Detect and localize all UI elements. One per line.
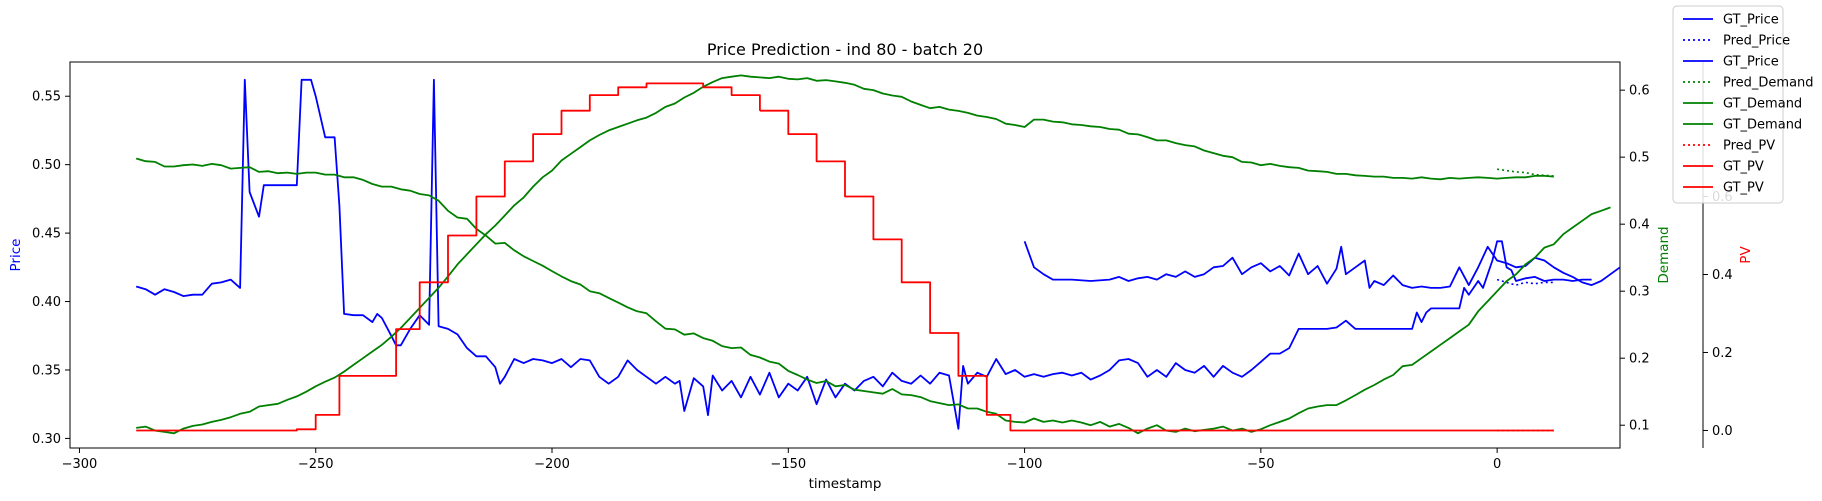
series-layer [135, 74, 1620, 435]
demand-tick-label: 0.4 [1629, 218, 1650, 233]
demand-axis-label: Demand [1656, 226, 1672, 283]
legend-box [1672, 5, 1784, 204]
pv-tick-label: 0.4 [1712, 268, 1733, 283]
legend-label: Pred_Demand [1723, 76, 1814, 91]
legend-label: Pred_Price [1723, 34, 1790, 49]
legend: GT_Price Pred_Price GT_Price Pred_Demand GT_… [1672, 5, 1814, 204]
price-tick-label: 0.55 [32, 90, 61, 105]
demand-tick-label: 0.5 [1629, 151, 1650, 166]
price-tick-label: 0.35 [32, 363, 61, 378]
plot-area [69, 61, 1621, 449]
price-tick-label: 0.30 [32, 432, 61, 447]
series-line-gt-price-2 [1023, 240, 1620, 289]
legend-label: GT_Demand [1723, 97, 1802, 112]
demand-tick-label: 0.2 [1629, 352, 1650, 367]
demand-tick-label: 0.1 [1629, 419, 1650, 434]
x-tick-label: −300 [62, 457, 98, 472]
price-tick-label: 0.45 [32, 227, 61, 242]
legend-label: GT_Demand [1723, 118, 1802, 133]
legend-label: GT_PV [1723, 181, 1764, 196]
axes-layer: −300 −250 −200 −150 −100 −50 0 0.30 0.35 0.40 0.45… [8, 62, 1754, 472]
x-tick-label: 0 [1493, 457, 1501, 472]
chart-title: Price Prediction - ind 80 - batch 20 [707, 40, 983, 59]
series-line-gt-price-0 [135, 78, 1592, 430]
legend-label: GT_PV [1723, 160, 1764, 175]
series-line-gt-demand-4 [135, 157, 1611, 435]
x-tick-label: −250 [298, 457, 334, 472]
demand-tick-label: 0.6 [1629, 84, 1650, 99]
price-tick-label: 0.40 [32, 295, 61, 310]
price-tick-label: 0.50 [32, 158, 61, 173]
series-line-gt-demand-5 [136, 74, 1554, 435]
x-tick-label: −50 [1247, 457, 1274, 472]
x-axis-label: timestamp [809, 476, 882, 492]
plot-border [69, 61, 1621, 449]
legend-label: Pred_PV [1723, 139, 1775, 154]
legend-label: GT_Price [1723, 13, 1779, 28]
x-tick-label: −100 [1007, 457, 1043, 472]
x-tick-label: −200 [534, 457, 570, 472]
demand-tick-label: 0.3 [1629, 285, 1650, 300]
pv-tick-label: 0.0 [1712, 424, 1733, 439]
x-tick-label: −150 [770, 457, 806, 472]
price-axis-label: Price [8, 239, 24, 272]
series-line-gt-pv-7 [136, 82, 761, 432]
pv-axis-label: PV [1738, 246, 1754, 264]
legend-label: GT_Price [1723, 55, 1779, 70]
pv-tick-label: 0.2 [1712, 346, 1733, 361]
series-line-gt-pv-8 [759, 109, 1554, 432]
